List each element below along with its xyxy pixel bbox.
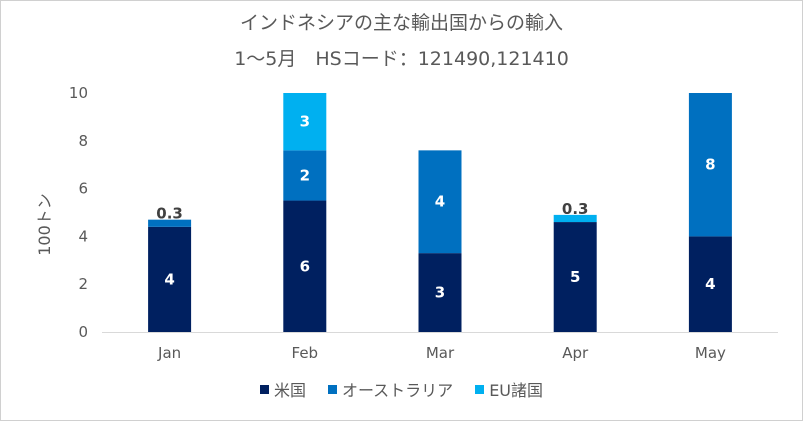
data-label: 4	[164, 270, 174, 288]
bar-segment	[688, 93, 732, 237]
bar-segment	[148, 219, 192, 227]
x-tick-label: Mar	[426, 344, 455, 362]
y-tick-label: 10	[69, 84, 88, 102]
chart-subtitle: 1～5月 HSコード：121490,121410	[234, 48, 569, 70]
chart-title: インドネシアの主な輸出国からの輸入	[239, 12, 563, 34]
y-axis-label: 100トン	[35, 193, 54, 256]
x-tick-label: May	[695, 344, 726, 362]
y-tick-label: 8	[78, 132, 88, 150]
bar-segment	[553, 214, 597, 223]
x-tick-label: Jan	[157, 344, 181, 362]
data-label: 3	[300, 113, 310, 131]
bar-segment	[688, 236, 732, 332]
y-tick-label: 2	[78, 275, 88, 293]
legend-swatch	[327, 384, 337, 394]
bar-segment	[283, 200, 327, 332]
bar-segment	[283, 93, 327, 151]
y-tick-label: 0	[78, 323, 88, 341]
legend-swatch	[475, 384, 485, 394]
data-label: 4	[435, 193, 445, 211]
y-tick-label: 4	[78, 227, 88, 245]
bar-segment	[148, 226, 192, 332]
bar-segment	[418, 253, 462, 332]
x-tick-label: Apr	[562, 344, 589, 362]
x-tick-label: Feb	[292, 344, 319, 362]
legend-label: 米国	[273, 381, 306, 400]
legend-label: オーストラリア	[341, 381, 454, 400]
data-label: 8	[705, 156, 715, 174]
legend-item: オーストラリア	[327, 377, 454, 401]
legend-item: 米国	[259, 377, 306, 401]
data-label: 3	[435, 284, 445, 302]
data-label: 2	[300, 166, 310, 184]
data-label: 5	[570, 268, 580, 286]
legend-label: EU諸国	[489, 381, 544, 400]
data-label: 0.3	[562, 200, 589, 218]
chart-legend: 米国 オーストラリア EU諸国	[0, 377, 803, 401]
bar-segment	[553, 222, 597, 332]
y-tick-label: 6	[78, 180, 88, 198]
data-label: 0.3	[156, 205, 183, 223]
data-label: 4	[705, 275, 715, 293]
bar-segment	[418, 150, 462, 254]
bar-segment	[283, 150, 327, 201]
legend-item: EU諸国	[475, 377, 543, 401]
legend-swatch	[259, 384, 269, 394]
data-label: 6	[300, 257, 310, 275]
